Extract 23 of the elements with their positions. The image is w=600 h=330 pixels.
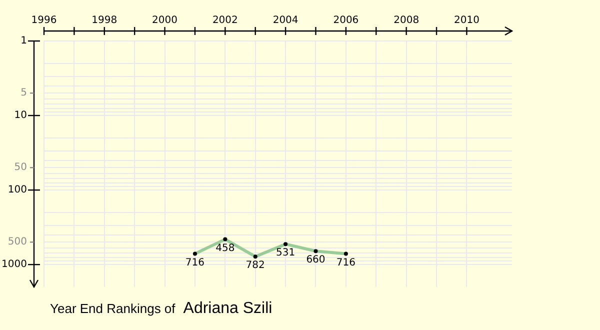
x-tick-label: 2006 — [333, 15, 359, 26]
x-tick-label: 2004 — [272, 15, 298, 26]
y-tick-label: 500 — [8, 236, 27, 248]
x-tick-label: 2000 — [152, 15, 178, 26]
data-label: 660 — [306, 254, 326, 266]
x-tick-label: 1998 — [92, 15, 118, 26]
y-tick-label: 5 — [20, 88, 27, 99]
x-tick-label: 2002 — [212, 15, 238, 26]
x-tick-label: 2010 — [454, 15, 480, 26]
data-label: 531 — [276, 248, 296, 259]
data-label: 782 — [246, 260, 265, 272]
text: Year End Rankings of — [50, 301, 176, 316]
y-tick-label: 10 — [14, 110, 27, 122]
data-label: 458 — [216, 242, 235, 254]
y-tick-label: 1 — [20, 36, 27, 47]
data-label: 716 — [185, 257, 205, 268]
y-tick-label: 100 — [8, 184, 27, 196]
y-tick-label: 50 — [14, 162, 27, 174]
text: Adriana Szili — [183, 300, 272, 317]
x-tick-label: 1996 — [31, 15, 57, 26]
data-label: 716 — [336, 257, 356, 268]
y-tick-label: 1000 — [2, 259, 27, 270]
x-tick-label: 2008 — [394, 15, 420, 26]
